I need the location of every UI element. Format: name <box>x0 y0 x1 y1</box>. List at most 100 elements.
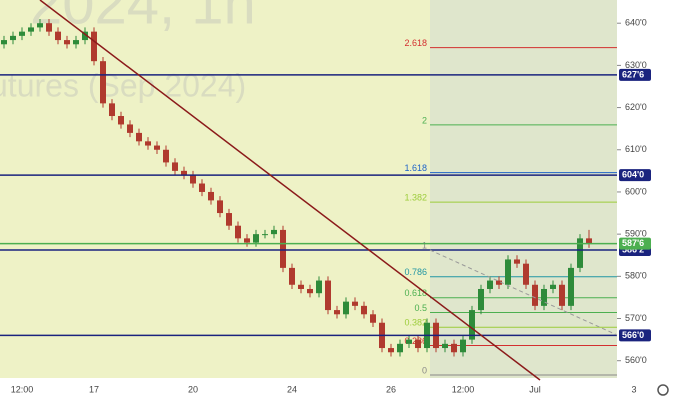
candle-body <box>73 40 79 45</box>
candle-body <box>37 23 43 28</box>
x-tick-label: 20 <box>188 384 198 394</box>
candle-body <box>271 229 277 235</box>
candle-body <box>388 348 394 353</box>
y-tick-label: 580'0 <box>625 271 647 281</box>
candle-body <box>397 343 403 353</box>
candle-body <box>181 170 187 176</box>
series-layer: 00.2360.3820.50.6180.78611.3821.61822.61… <box>0 18 617 376</box>
candle-body <box>244 238 250 243</box>
candle-body <box>118 116 124 125</box>
candle-body <box>577 238 583 268</box>
candle-body <box>1 40 7 45</box>
x-tick-label: 12:00 <box>11 384 34 394</box>
x-tick-label: 17 <box>89 384 99 394</box>
fib-label: 0.618 <box>404 288 427 298</box>
candle-body <box>226 213 232 226</box>
fib-label: 0.5 <box>414 303 427 313</box>
price-tag-label: 566'0 <box>622 330 644 340</box>
candle-body <box>55 31 61 41</box>
candle-body <box>523 263 529 285</box>
x-tick-label: 3 <box>631 384 636 394</box>
candle-body <box>532 284 538 306</box>
candle-body <box>190 175 196 184</box>
candle-body <box>154 145 160 150</box>
price-tag <box>619 169 651 182</box>
fib-label: 2.618 <box>404 38 427 48</box>
y-tick-label: 590'0 <box>625 229 647 239</box>
y-tick-label: 560'0 <box>625 355 647 365</box>
price-tag-label: 627'6 <box>622 69 644 79</box>
fib-zone <box>430 0 617 378</box>
watermark: 2024, 1h <box>30 0 256 36</box>
settings-icon[interactable] <box>657 384 669 396</box>
candle-body <box>451 343 457 353</box>
candle-body <box>64 40 70 45</box>
x-tick-label: Jul <box>529 384 541 394</box>
y-tick-label: 610'0 <box>625 144 647 154</box>
candle-body <box>442 343 448 349</box>
candle-body <box>307 288 313 294</box>
candle-body <box>370 314 376 323</box>
x-tick-label: 12:00 <box>452 384 475 394</box>
price-tag <box>619 68 651 81</box>
candle-body <box>19 31 25 36</box>
candle-body <box>127 124 133 133</box>
candle-body <box>253 234 259 243</box>
candle-body <box>361 305 367 315</box>
candle-body <box>334 310 340 315</box>
price-tag-label: 587'6 <box>622 238 644 248</box>
candle-body <box>559 284 565 306</box>
price-tag-label: 604'0 <box>622 169 644 179</box>
candle-body <box>496 280 502 285</box>
time-axis <box>0 378 617 402</box>
candle-body <box>280 229 286 268</box>
candle-body <box>487 280 493 289</box>
candle-body <box>28 27 34 32</box>
candle-body <box>217 200 223 214</box>
fib-label: 1.382 <box>404 193 427 203</box>
candle-body <box>514 259 520 264</box>
candle-body <box>568 267 574 306</box>
candle-body <box>586 238 592 244</box>
candle-body <box>550 284 556 289</box>
candle-body <box>343 301 349 315</box>
candle-body <box>289 267 295 285</box>
fib-label: 0.382 <box>404 318 427 328</box>
y-tick-label: 600'0 <box>625 186 647 196</box>
candle-body <box>136 132 142 142</box>
x-tick-label: 26 <box>386 384 396 394</box>
fib-label: 1 <box>422 240 427 250</box>
fib-label: 1.618 <box>404 163 427 173</box>
fib-label: 0 <box>422 365 427 375</box>
candle-body <box>352 301 358 306</box>
candle-body <box>235 225 241 239</box>
candle-body <box>478 288 484 311</box>
candle-body <box>163 149 169 163</box>
candle-body <box>208 191 214 201</box>
watermark: utures (Sep 2024) <box>0 67 246 103</box>
y-tick-label: 640'0 <box>625 18 647 28</box>
x-tick-label: 24 <box>287 384 297 394</box>
candle-body <box>316 280 322 294</box>
projection-line <box>429 249 618 336</box>
candle-body <box>541 288 547 306</box>
candle-body <box>10 35 16 41</box>
candle-body <box>199 183 205 192</box>
candle-body <box>172 162 178 171</box>
candle-body <box>505 259 511 285</box>
fib-label: 2 <box>422 115 427 125</box>
candle-body <box>298 284 304 289</box>
trend-line <box>39 0 541 381</box>
candle-body <box>91 31 97 62</box>
candle-body <box>406 339 412 344</box>
candle-body <box>469 310 475 340</box>
candle-body <box>262 234 268 236</box>
candle-body <box>460 339 466 353</box>
candle-body <box>145 141 151 146</box>
candle-body <box>109 103 115 117</box>
candle-body <box>325 280 331 311</box>
fib-label: 0.786 <box>404 267 427 277</box>
y-tick-label: 620'0 <box>625 102 647 112</box>
candle-body <box>415 339 421 349</box>
